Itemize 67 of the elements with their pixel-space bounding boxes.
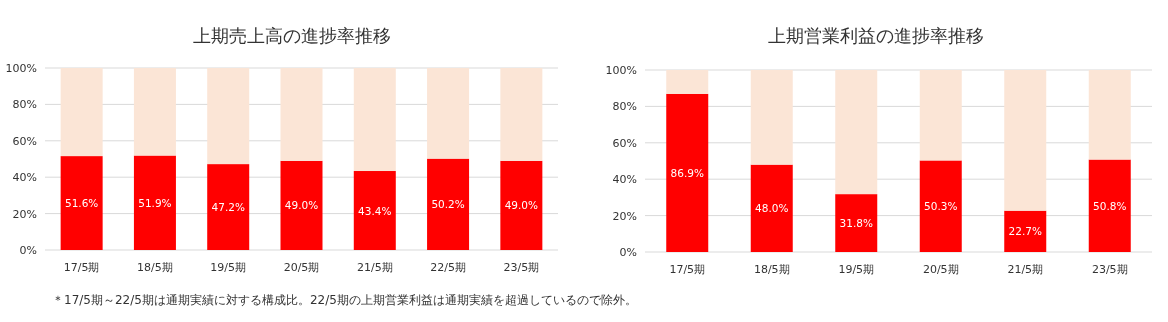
y-tick-label: 80% [612, 100, 637, 114]
data-label: 43.4% [358, 204, 392, 217]
x-tick-label: 21/5期 [1007, 263, 1044, 276]
bar [919, 160, 962, 252]
bar [60, 156, 103, 250]
bar [353, 68, 396, 172]
chart-title: 上期営業利益の進捗率推移 [768, 25, 984, 46]
bar [280, 68, 323, 161]
text: ＊17/5期～22/5期は通期実績に対する構成比。22/5期の上期営業利益は通期実績を超過しているので除外。 [52, 293, 637, 307]
y-tick-label: 60% [12, 134, 37, 148]
y-tick-label: 100% [605, 64, 637, 77]
x-tick-label: 23/5期 [1091, 263, 1128, 276]
bar [666, 70, 709, 94]
y-tick-label: 20% [612, 209, 637, 223]
y-tick-label: 20% [12, 207, 37, 221]
x-tick-label: 18/5期 [137, 261, 173, 274]
data-label: 49.0% [284, 199, 319, 212]
bar [500, 160, 543, 250]
bar [207, 164, 250, 250]
bar [427, 158, 470, 250]
x-tick-label: 19/5期 [210, 261, 247, 274]
data-label: 50.8% [1093, 199, 1127, 212]
bar [1004, 210, 1047, 252]
data-label: 49.0% [504, 199, 539, 212]
bar [133, 68, 176, 156]
bar [427, 68, 470, 159]
data-label: 47.2% [211, 201, 245, 214]
bar [835, 194, 878, 252]
x-tick-label: 23/5期 [503, 261, 540, 274]
data-label: 50.3% [924, 200, 958, 213]
x-tick-label: 21/5期 [356, 261, 393, 274]
bar [133, 155, 176, 250]
x-tick-label: 20/5期 [283, 261, 320, 274]
x-tick-label: 20/5期 [922, 263, 959, 276]
x-tick-label: 17/5期 [669, 263, 706, 276]
y-tick-label: 40% [612, 173, 637, 187]
bar [750, 164, 793, 252]
y-tick-label: 80% [12, 98, 37, 112]
y-tick-label: 100% [5, 62, 37, 75]
bar [750, 70, 793, 165]
x-tick-label: 19/5期 [838, 263, 875, 276]
data-label: 50.2% [431, 198, 465, 211]
bar [1088, 159, 1131, 252]
bar [353, 171, 396, 250]
data-label: 48.0% [755, 202, 789, 215]
bar [835, 70, 878, 195]
data-label: 86.9% [670, 166, 704, 179]
y-tick-label: 0% [19, 244, 37, 257]
bar [919, 70, 962, 161]
y-tick-label: 0% [619, 246, 637, 259]
x-tick-label: 22/5期 [430, 261, 466, 274]
y-tick-label: 40% [12, 171, 37, 185]
data-label: 22.7% [1008, 225, 1042, 238]
bar [280, 160, 323, 250]
data-label: 31.8% [839, 217, 873, 230]
bar [207, 68, 250, 165]
bar [666, 93, 709, 252]
data-label: 51.9% [138, 196, 172, 209]
data-label: 51.6% [64, 197, 99, 210]
bar [1088, 70, 1131, 160]
bar [1004, 70, 1047, 211]
bar [60, 68, 103, 157]
x-tick-label: 17/5期 [63, 261, 100, 274]
chart-title: 上期売上高の進捗率推移 [193, 25, 391, 46]
y-tick-label: 60% [612, 136, 637, 150]
x-tick-label: 18/5期 [753, 263, 790, 276]
bar [500, 68, 543, 161]
